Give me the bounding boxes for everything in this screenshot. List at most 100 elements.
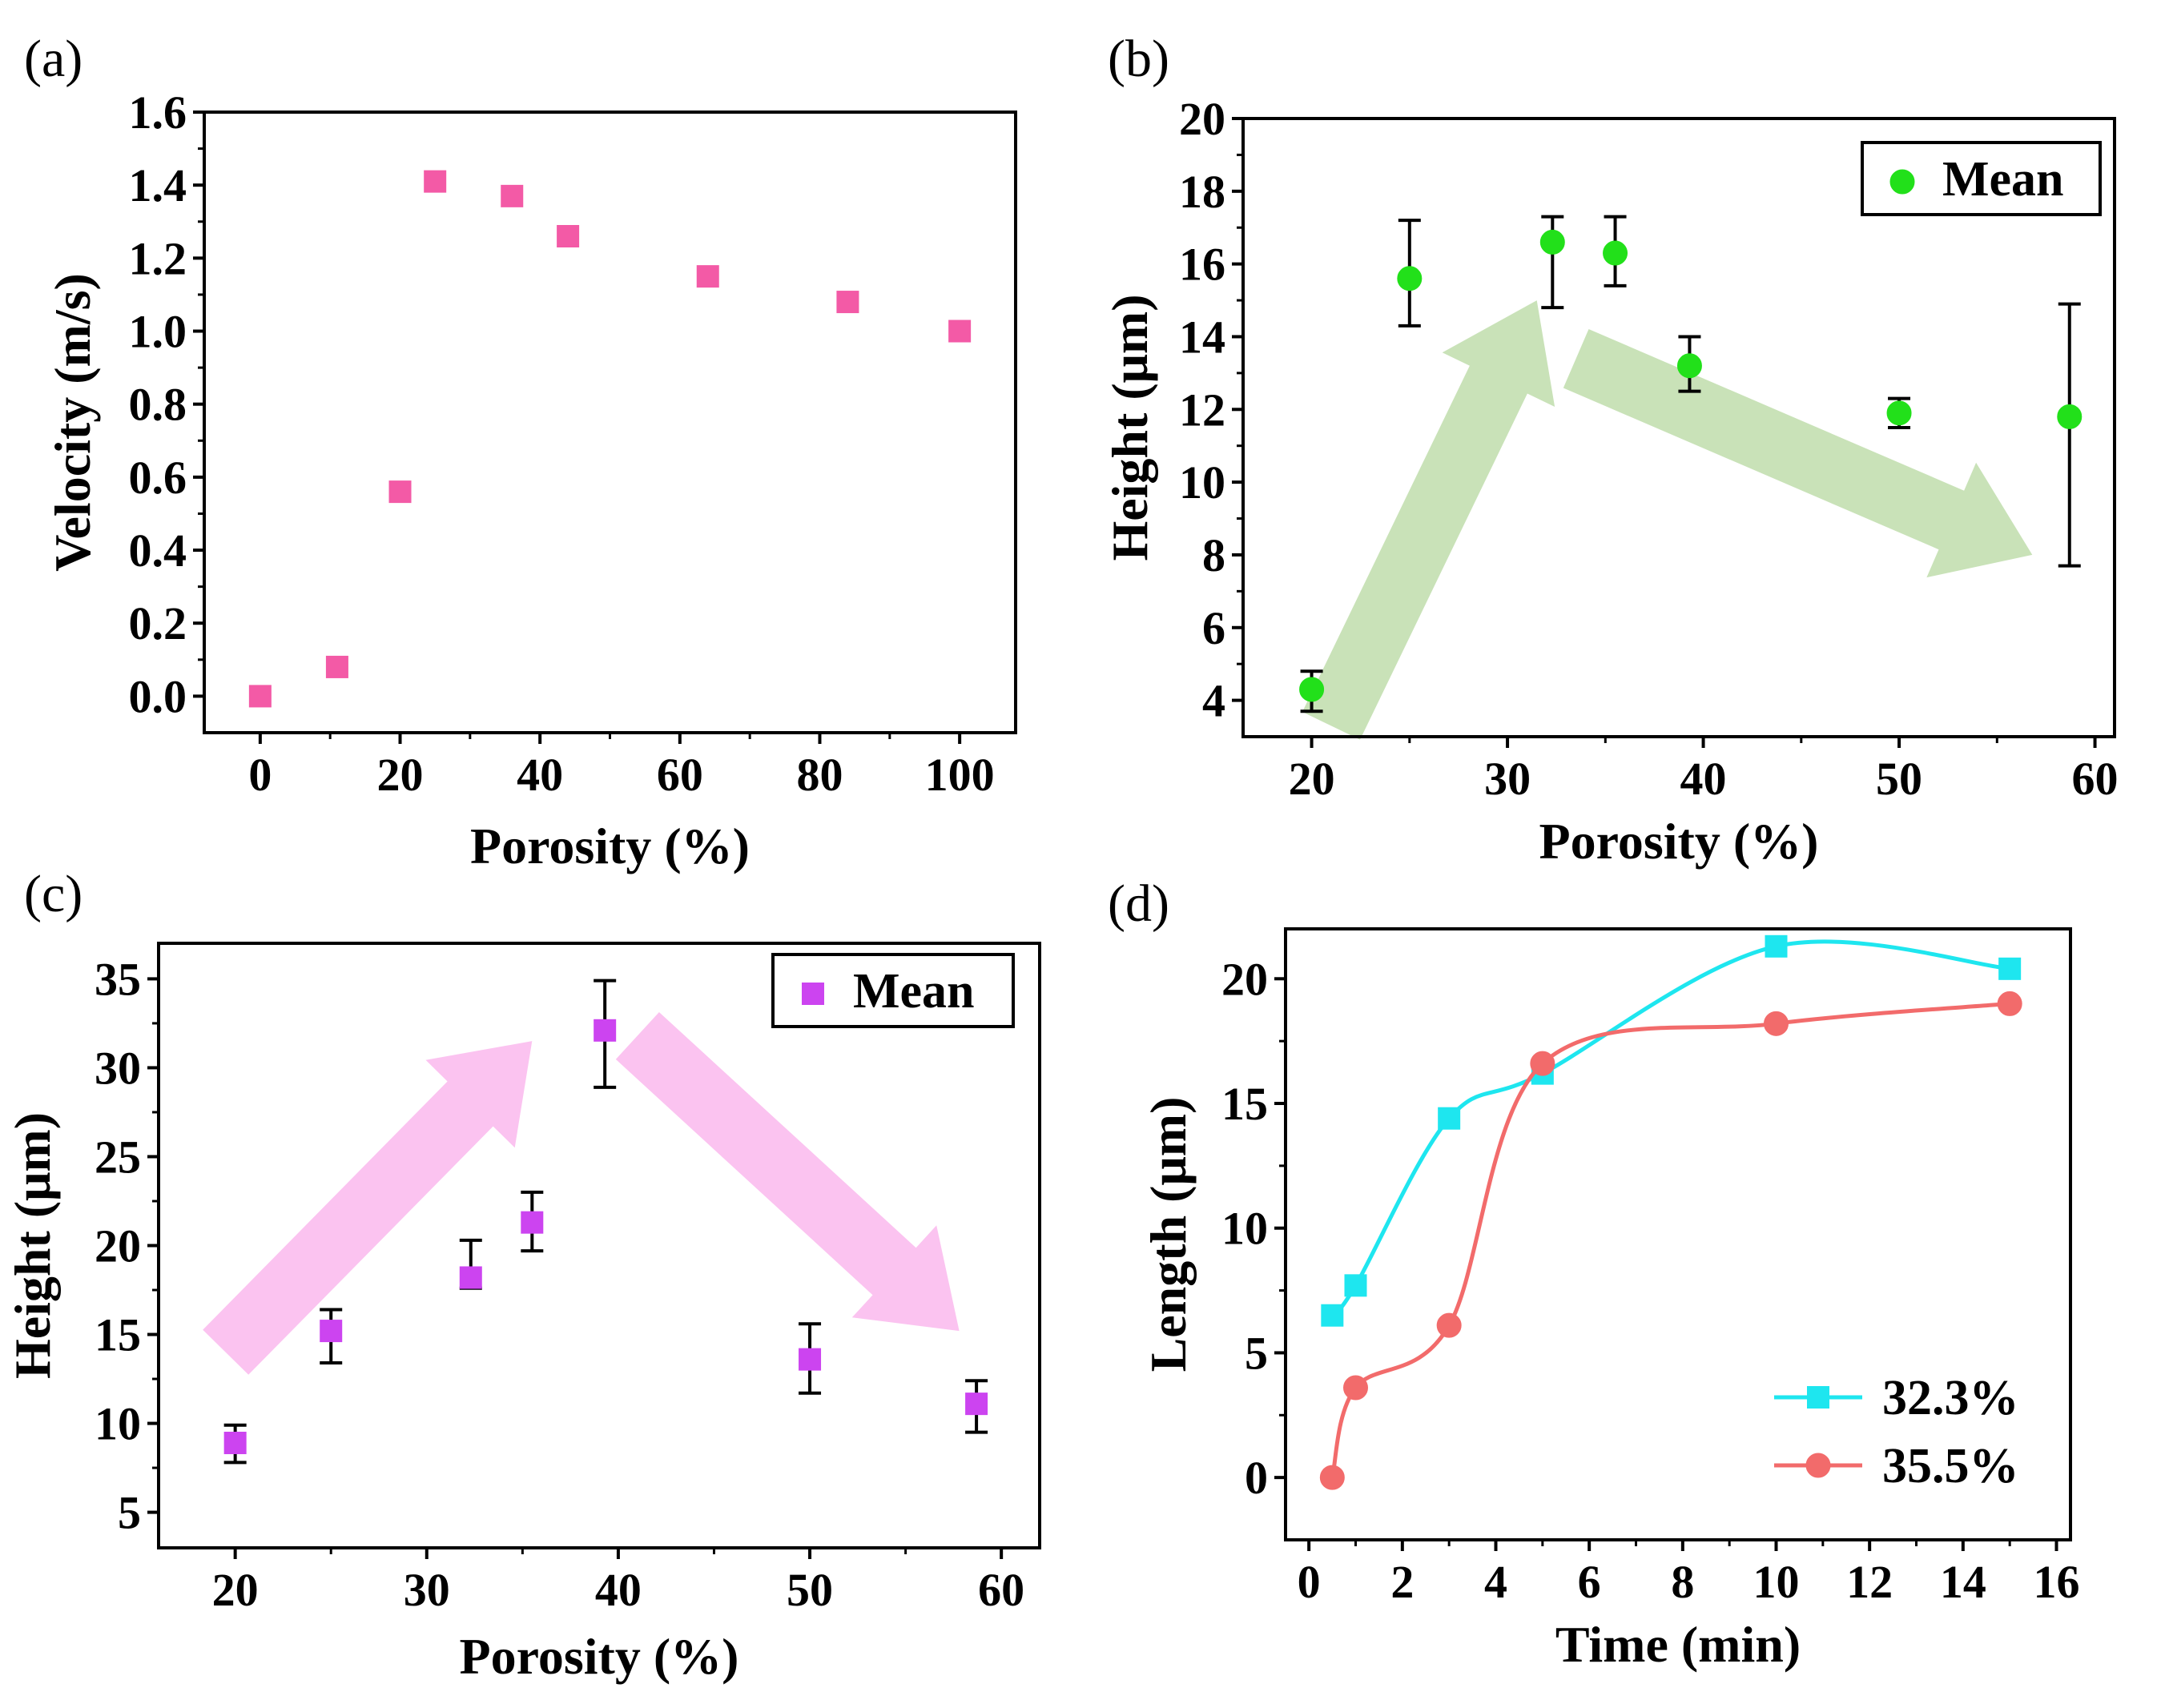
panel-label: (a): [24, 30, 82, 88]
arrow-increase: [1302, 300, 1555, 740]
x-tick-label: 2: [1390, 1556, 1414, 1608]
data-point: [836, 291, 859, 314]
x-tick-label: 20: [212, 1564, 259, 1616]
data-point: [557, 225, 580, 247]
data-point: [1676, 353, 1702, 379]
plot-area: [1319, 934, 2022, 1490]
x-tick-label: 60: [657, 749, 703, 801]
series-line-32-3-: [1330, 939, 2010, 1317]
legend-label: 32.3%: [1882, 1371, 2019, 1425]
x-tick-label: 10: [1753, 1556, 1800, 1608]
y-tick-label: 18: [1179, 166, 1225, 218]
y-tick-label: 0: [1245, 1452, 1268, 1504]
y-tick-label: 25: [95, 1131, 141, 1183]
y-tick-label: 0.2: [129, 597, 187, 649]
legend-label: 35.5%: [1882, 1439, 2019, 1493]
data-point: [1539, 229, 1565, 255]
y-tick-label: 5: [118, 1487, 141, 1539]
x-tick-label: 40: [595, 1564, 642, 1616]
y-tick-label: 0.6: [129, 452, 187, 504]
chart-panel-c: (c) 20 30 40 50 60 5 10 15 20 25 30 35 Porosity (%) He…: [4, 865, 1041, 1685]
data-point: [1530, 1051, 1555, 1076]
data-point: [1397, 266, 1423, 291]
legend-marker: [1889, 169, 1915, 195]
x-tick-label: 6: [1578, 1556, 1601, 1608]
x-tick-label: 60: [2072, 753, 2119, 805]
data-point: [2057, 404, 2083, 429]
legend-marker: [1807, 1386, 1829, 1409]
data-point: [1764, 1011, 1789, 1036]
data-point: [388, 480, 412, 504]
legend-label: Mean: [1942, 152, 2064, 207]
data-point: [521, 1211, 544, 1234]
x-tick-label: 30: [1484, 753, 1531, 805]
panel-label: (c): [24, 865, 82, 923]
plot-frame: [203, 111, 1017, 734]
panel-label: (b): [1108, 30, 1169, 88]
data-point: [501, 184, 524, 207]
data-point: [459, 1266, 482, 1289]
data-point: [1603, 240, 1628, 266]
data-point: [1321, 1304, 1344, 1327]
x-tick-label: 50: [1876, 753, 1922, 805]
x-tick-label: 20: [377, 749, 424, 801]
y-axis-title: Height (μm): [4, 1112, 61, 1379]
plot-frame: [1284, 927, 2072, 1541]
x-axis-title: Time (min): [1555, 1616, 1801, 1673]
y-tick-label: 10: [95, 1398, 141, 1450]
y-tick-label: 30: [95, 1042, 141, 1094]
arrow-decrease: [1563, 329, 2033, 578]
y-tick-label: 8: [1202, 529, 1225, 581]
y-tick-label: 20: [95, 1220, 141, 1272]
x-axis-title: Porosity (%): [1539, 813, 1819, 870]
data-point: [1299, 677, 1325, 702]
x-tick-label: 0: [1298, 1556, 1321, 1608]
x-tick-label: 50: [787, 1564, 833, 1616]
data-point: [325, 655, 348, 678]
legend-marker: [1805, 1453, 1831, 1478]
data-point: [248, 685, 272, 708]
plot-area: [223, 979, 988, 1465]
x-tick-label: 40: [1680, 753, 1727, 805]
data-point: [1998, 957, 2022, 980]
y-axis-title: Velocity (m/s): [44, 273, 101, 572]
y-tick-label: 1.0: [129, 306, 187, 358]
y-tick-label: 14: [1179, 311, 1225, 363]
y-tick-label: 1.4: [129, 159, 187, 211]
data-point: [320, 1320, 343, 1343]
y-tick-label: 10: [1221, 1203, 1268, 1255]
data-point: [948, 319, 972, 343]
y-tick-label: 0.8: [129, 379, 187, 431]
y-tick-label: 16: [1179, 239, 1225, 291]
y-tick-label: 20: [1221, 953, 1268, 1005]
legend-label: Mean: [853, 964, 975, 1019]
data-point: [1765, 934, 1788, 958]
y-tick-label: 15: [95, 1309, 141, 1361]
x-tick-label: 100: [925, 749, 995, 801]
x-tick-label: 60: [978, 1564, 1024, 1616]
x-tick-label: 20: [1289, 753, 1335, 805]
y-tick-label: 1.2: [129, 232, 187, 284]
data-point: [1343, 1375, 1368, 1401]
data-point: [965, 1393, 988, 1416]
data-point: [1319, 1465, 1345, 1490]
data-point: [223, 1431, 247, 1454]
data-point: [594, 1019, 617, 1042]
panel-label: (d): [1108, 874, 1169, 933]
data-point: [1438, 1107, 1461, 1130]
x-axis-title: Porosity (%): [470, 818, 750, 874]
data-point: [696, 265, 719, 288]
arrow-increase: [203, 1041, 533, 1375]
y-tick-label: 20: [1179, 93, 1225, 145]
y-tick-label: 35: [95, 953, 141, 1005]
data-point: [424, 170, 447, 193]
x-tick-label: 14: [1940, 1556, 1986, 1608]
chart-panel-d: (d) 0 2 4 6 8 10 12 14 16 0 5 10 15 20 Time (min) Length…: [1108, 874, 2080, 1673]
x-tick-label: 16: [2034, 1556, 2080, 1608]
y-axis-title: Length (μm): [1140, 1097, 1197, 1372]
y-tick-label: 5: [1245, 1327, 1268, 1379]
data-point: [1436, 1312, 1462, 1338]
data-point: [1997, 991, 2022, 1016]
